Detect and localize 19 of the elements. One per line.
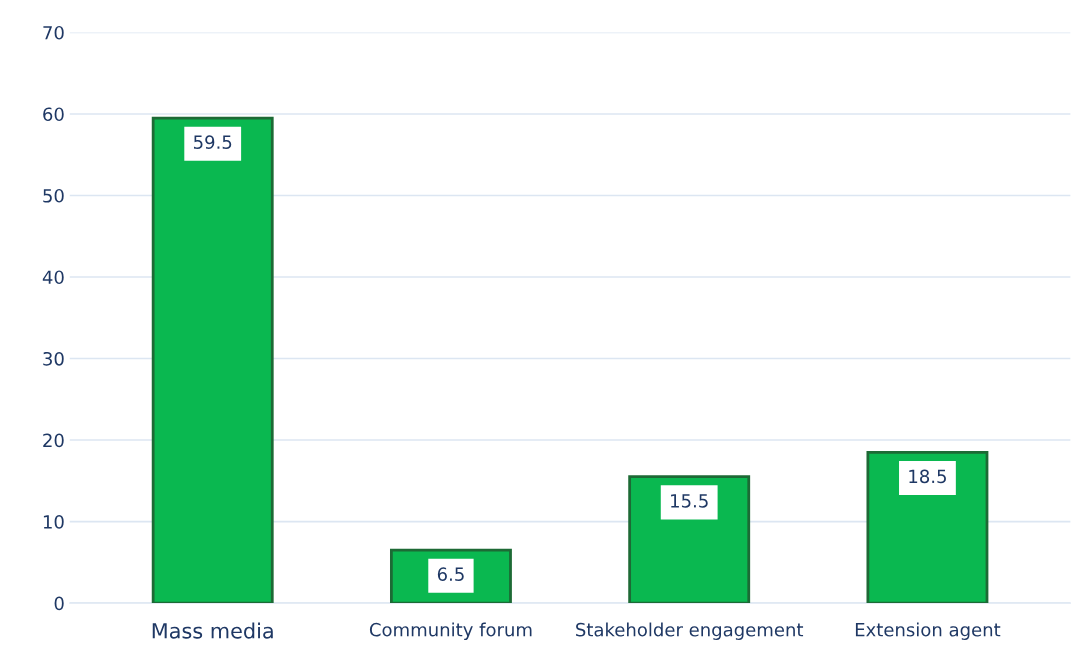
x-tick-label: Extension agent bbox=[855, 622, 1001, 640]
bar bbox=[866, 450, 989, 604]
x-tick-label: Mass media bbox=[152, 622, 273, 639]
y-tick-label: 20 bbox=[43, 433, 64, 448]
x-tick-label: Stakeholder engagement bbox=[576, 622, 804, 640]
data-label: 15.5 bbox=[671, 494, 708, 508]
x-tick-label: Community forum bbox=[369, 622, 532, 640]
y-tick-label: 50 bbox=[43, 188, 64, 203]
data-label: 6.5 bbox=[437, 567, 464, 582]
y-tick-label: 30 bbox=[43, 351, 64, 366]
y-tick-label: 10 bbox=[43, 515, 64, 529]
y-tick-label: 40 bbox=[42, 270, 64, 285]
bar bbox=[151, 116, 274, 604]
y-tick-label: 70 bbox=[43, 25, 64, 40]
y-tick-label: 60 bbox=[43, 107, 64, 122]
data-label: 59.5 bbox=[194, 135, 232, 149]
data-label: 18.5 bbox=[909, 469, 946, 484]
y-tick-label: 0 bbox=[54, 596, 64, 611]
bar bbox=[628, 475, 751, 604]
